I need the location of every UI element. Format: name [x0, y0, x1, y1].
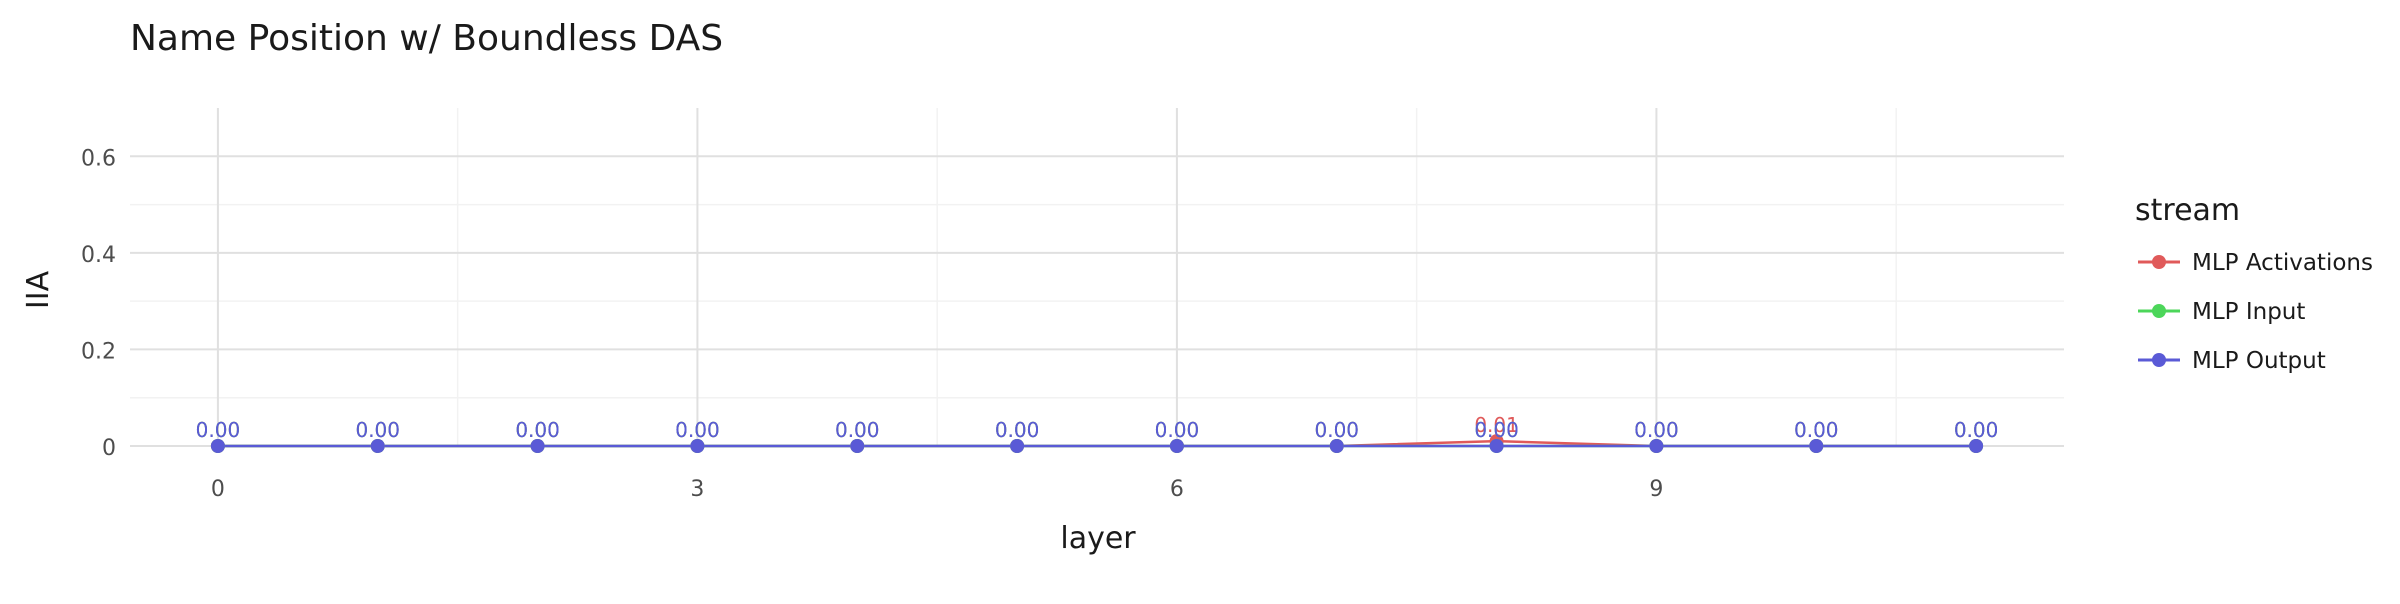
data-point	[850, 439, 865, 453]
data-label: 0.00	[1794, 418, 1839, 442]
data-label: 0.00	[1634, 418, 1679, 442]
data-label: 0.00	[675, 418, 720, 442]
y-tick-label: 0.2	[81, 339, 116, 364]
data-point	[1969, 439, 1984, 453]
data-label: 0.00	[1314, 418, 1359, 442]
data-label: 0.00	[675, 418, 720, 442]
legend-swatch-marker	[2152, 353, 2166, 367]
data-label: 0.00	[1634, 418, 1679, 442]
data-label: 0.00	[1155, 418, 1200, 442]
data-point	[530, 439, 545, 453]
data-point	[1010, 439, 1025, 453]
data-point	[1489, 439, 1504, 453]
x-tick-label: 3	[690, 477, 704, 502]
y-tick-label: 0.4	[81, 243, 116, 268]
legend: stream MLP Activations MLP Input MLP Outpu…	[2135, 193, 2373, 374]
data-label: 0.00	[1155, 418, 1200, 442]
data-label: 0.00	[995, 418, 1040, 442]
series-layer	[210, 434, 1984, 453]
data-label: 0.00	[515, 418, 560, 442]
data-label: 0.00	[995, 418, 1040, 442]
x-tick-label: 6	[1170, 477, 1184, 502]
legend-title: stream	[2135, 193, 2240, 228]
legend-label: MLP Input	[2192, 299, 2305, 325]
y-axis-label: IIA	[21, 270, 56, 309]
data-label: 0.00	[355, 418, 400, 442]
data-label: 0.00	[355, 418, 400, 442]
y-tick-label: 0.6	[81, 146, 116, 171]
axis-tick-labels: 0 0.2 0.4 0.6 0 3 6 9	[81, 146, 1663, 502]
data-label: 0.00	[1474, 418, 1519, 442]
data-label: 0.00	[835, 418, 880, 442]
data-point	[690, 439, 705, 453]
data-label: 0.00	[196, 418, 241, 442]
data-label: 0.00	[1474, 418, 1519, 442]
x-axis-label: layer	[1060, 521, 1136, 556]
data-point	[1329, 439, 1344, 453]
data-label: 0.00	[1634, 418, 1679, 442]
data-label: 0.00	[1954, 418, 1999, 442]
data-label: 0.00	[355, 418, 400, 442]
data-label: 0.00	[1954, 418, 1999, 442]
data-point	[370, 439, 385, 453]
data-label: 0.00	[1314, 418, 1359, 442]
data-label: 0.00	[675, 418, 720, 442]
data-point	[1169, 439, 1184, 453]
grid-layer	[130, 108, 2064, 447]
data-label: 0.00	[196, 418, 241, 442]
y-tick-label: 0	[102, 436, 116, 461]
data-label: 0.01	[1474, 413, 1519, 437]
legend-label: MLP Output	[2192, 348, 2326, 374]
data-label: 0.00	[196, 418, 241, 442]
data-point	[1809, 439, 1824, 453]
x-tick-label: 9	[1649, 477, 1663, 502]
data-label: 0.00	[1155, 418, 1200, 442]
legend-label: MLP Activations	[2192, 250, 2373, 276]
chart-title: Name Position w/ Boundless DAS	[130, 18, 723, 59]
data-label: 0.00	[1314, 418, 1359, 442]
data-label: 0.00	[515, 418, 560, 442]
data-label: 0.00	[1794, 418, 1839, 442]
data-label: 0.00	[1954, 418, 1999, 442]
data-label: 0.00	[995, 418, 1040, 442]
data-label: 0.00	[515, 418, 560, 442]
x-tick-label: 0	[211, 477, 225, 502]
legend-swatch-marker	[2152, 255, 2166, 269]
data-label: 0.00	[1794, 418, 1839, 442]
legend-swatch-marker	[2152, 304, 2166, 318]
data-label: 0.00	[835, 418, 880, 442]
data-label-layer: 0.00 0.00 0.00 0.00 0.00 0.00 0.00 0.00 0.01 0.00…	[196, 413, 1999, 442]
data-point	[1649, 439, 1664, 453]
data-label: 0.00	[835, 418, 880, 442]
data-point	[210, 439, 225, 453]
